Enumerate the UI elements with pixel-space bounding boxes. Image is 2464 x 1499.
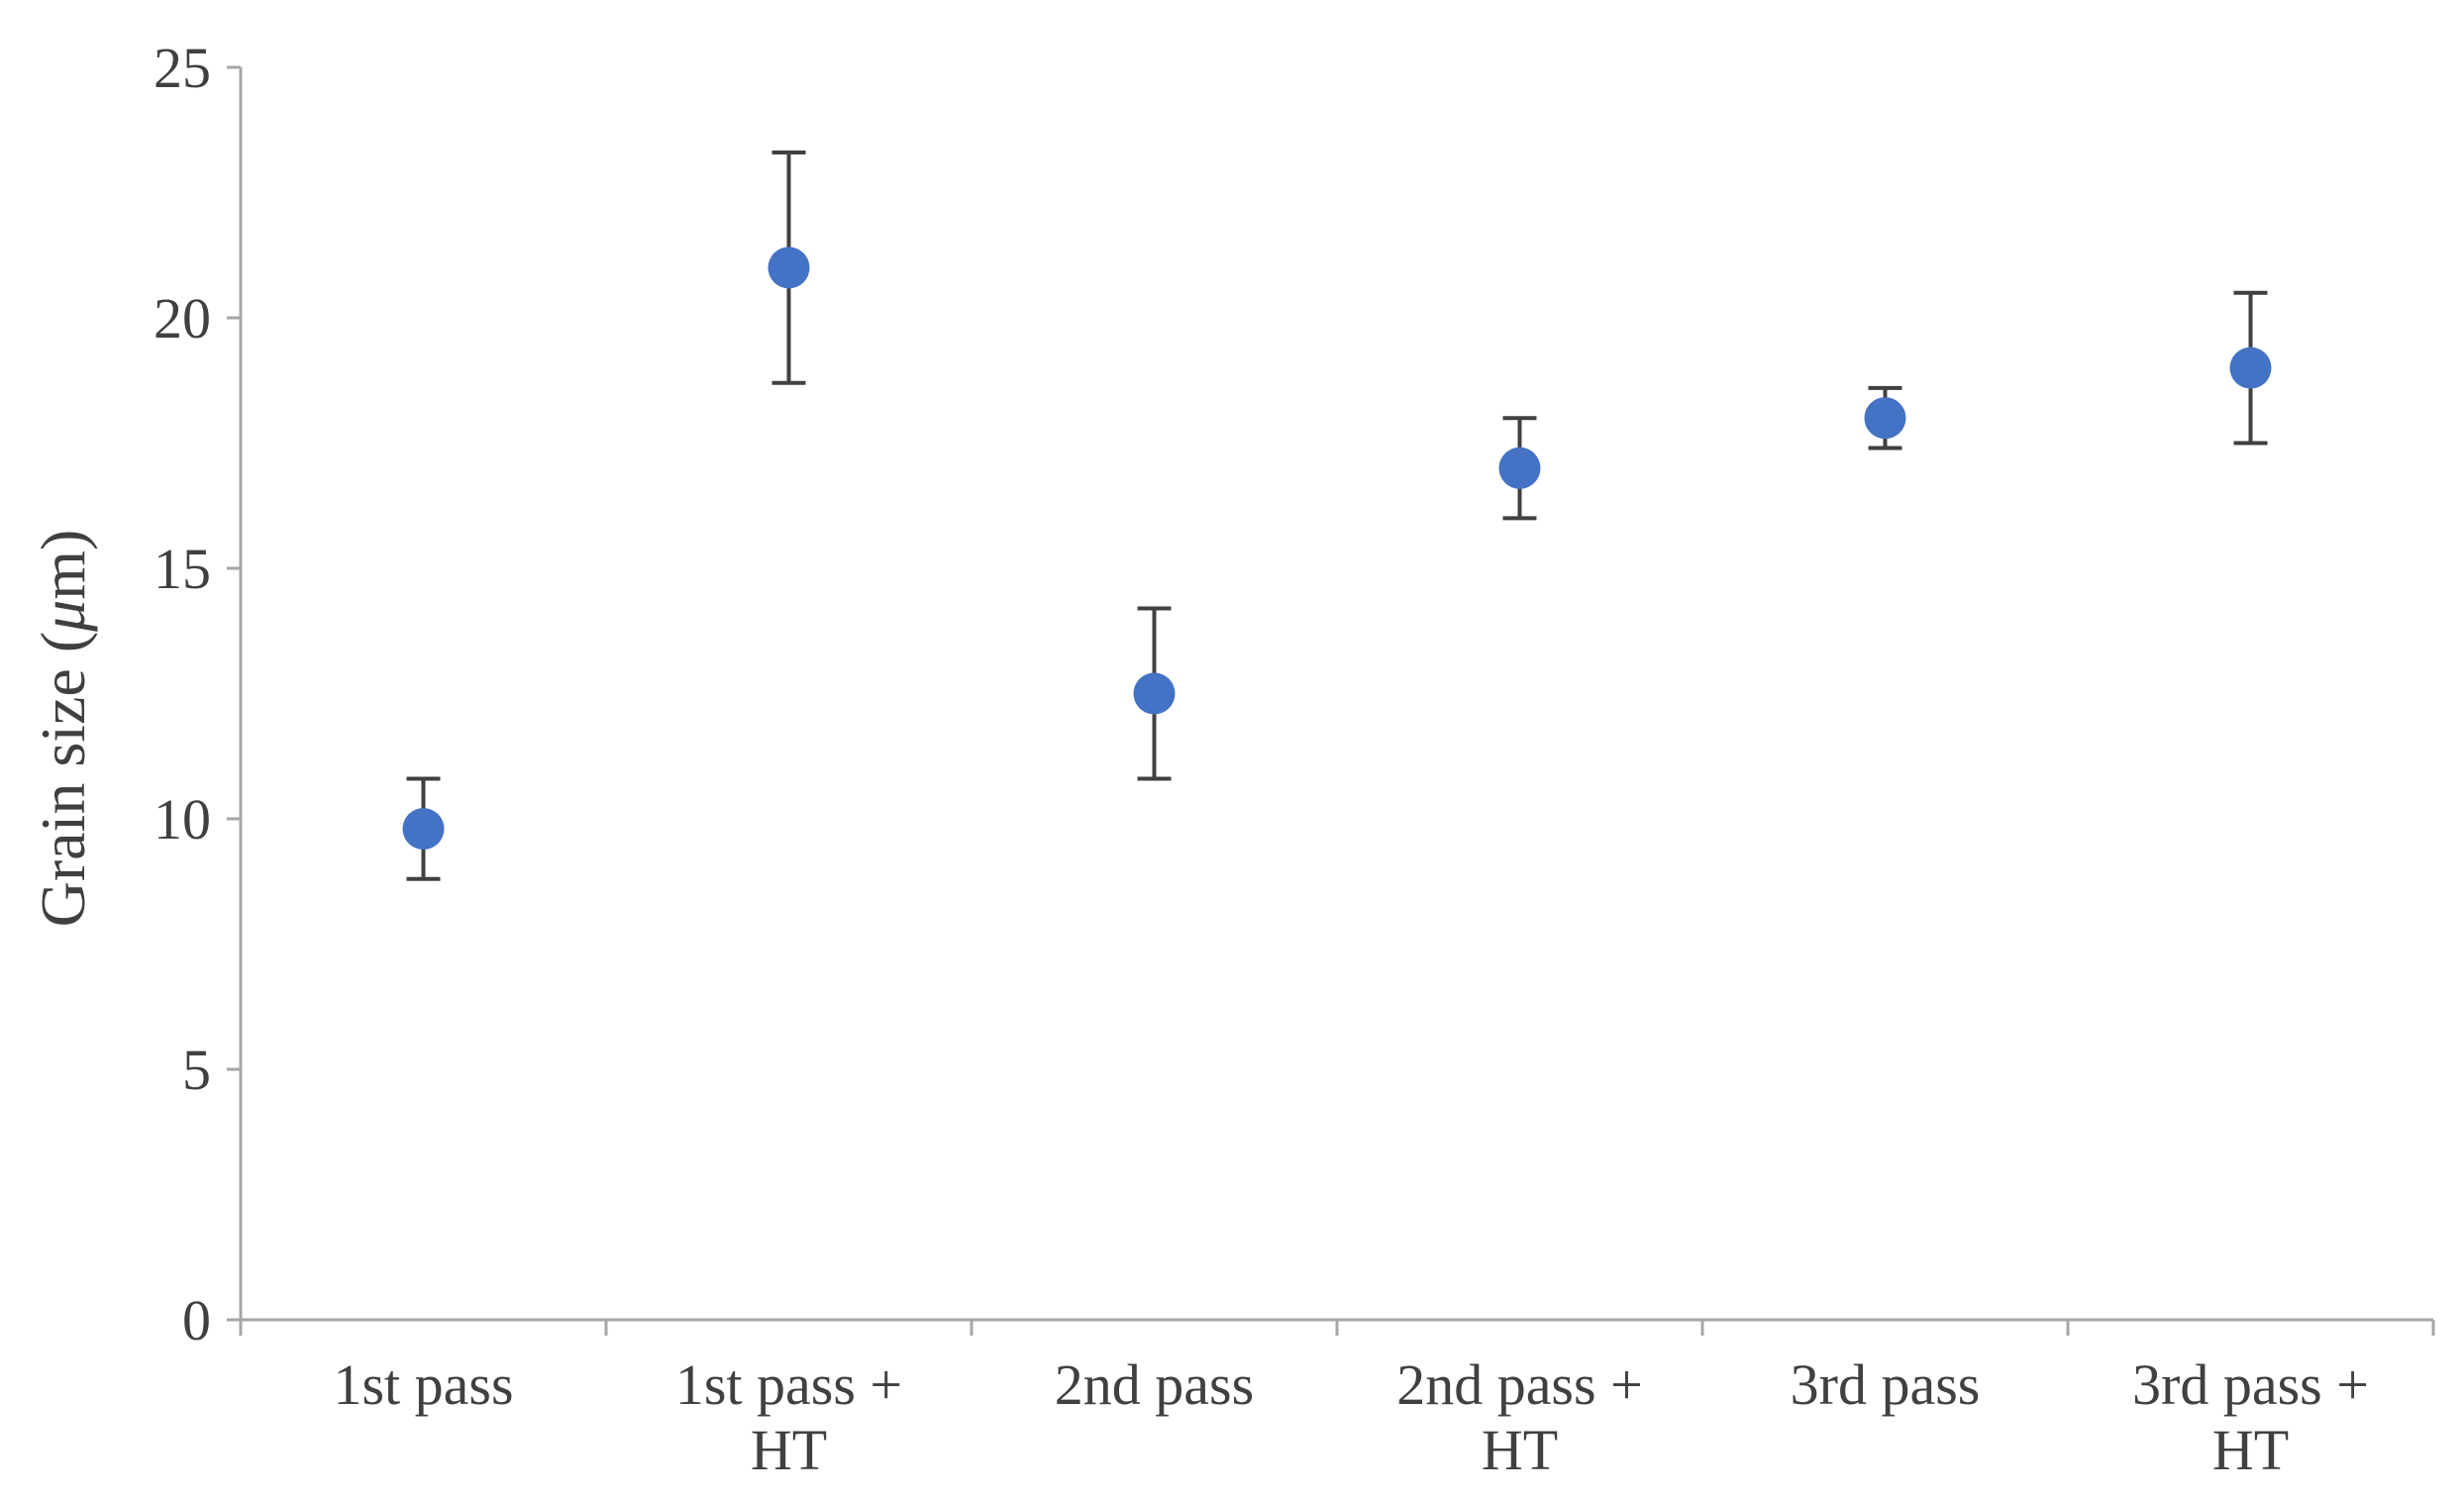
y-axis-title: Grain size (μm)	[28, 530, 98, 928]
data-points	[402, 247, 2272, 850]
x-category-label-line: 2nd pass +	[1396, 1352, 1643, 1417]
y-tick-label: 5	[182, 1038, 211, 1102]
x-category-label: 1st pass	[333, 1352, 513, 1417]
data-point	[1498, 447, 1541, 489]
y-tick-label: 10	[154, 787, 211, 851]
x-category-label-line: HT	[2212, 1418, 2289, 1482]
x-category-label-line: 1st pass +	[675, 1352, 902, 1417]
data-point	[2229, 347, 2272, 389]
y-tick-label: 20	[154, 286, 211, 350]
x-category-label-line: HT	[751, 1418, 827, 1482]
x-category-label-line: 3rd pass	[1791, 1352, 1981, 1417]
y-axis-title-mu: μ	[28, 600, 98, 633]
data-point	[768, 247, 810, 289]
x-category-label-line: 3rd pass +	[2132, 1352, 2369, 1417]
data-point	[1133, 672, 1176, 715]
y-tick-label: 0	[182, 1288, 211, 1352]
x-category-label-line: HT	[1482, 1418, 1558, 1482]
x-category-label: 2nd pass	[1055, 1352, 1254, 1417]
data-point	[402, 808, 445, 850]
y-tick-label: 15	[154, 537, 211, 601]
error-bars	[406, 150, 2268, 881]
axes	[239, 67, 2433, 1322]
y-axis-title-suffix: m)	[28, 530, 98, 600]
x-category-label-line: 2nd pass	[1055, 1352, 1254, 1417]
x-category-label: 3rd pass + HT	[2132, 1352, 2369, 1482]
y-ticks: 0 5 10 15 20 25	[154, 36, 241, 1352]
y-axis-title-prefix: Grain size (	[28, 632, 98, 928]
y-tick-label: 25	[154, 36, 211, 100]
data-point	[1864, 397, 1906, 440]
x-category-label: 3rd pass	[1791, 1352, 1981, 1417]
x-category-label: 1st pass + HT	[675, 1352, 902, 1482]
x-category-label: 2nd pass + HT	[1396, 1352, 1643, 1482]
x-category-label-line: 1st pass	[333, 1352, 513, 1417]
